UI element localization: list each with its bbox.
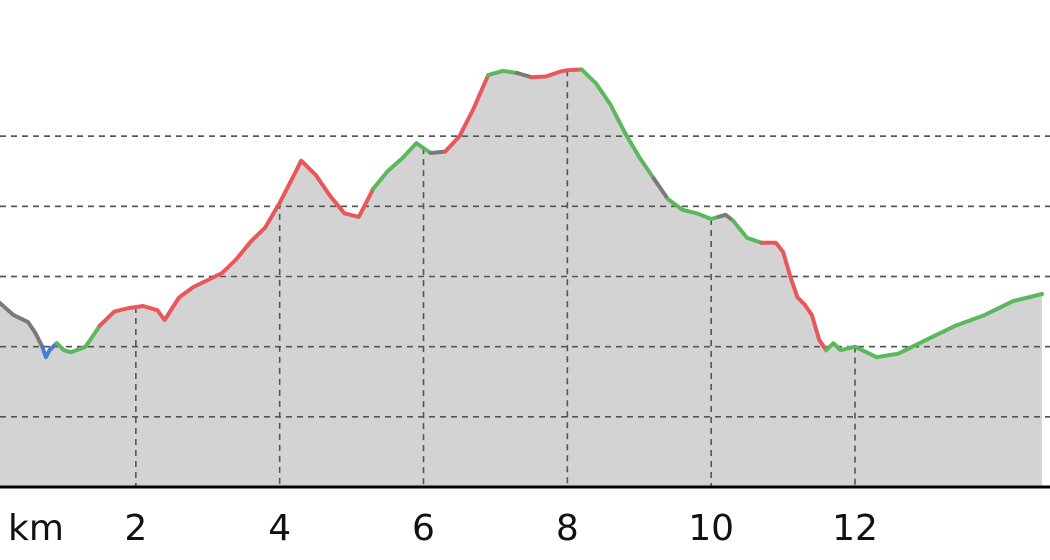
x-tick-label-8: 8 bbox=[556, 508, 579, 549]
profile-segment-flat-9 bbox=[515, 71, 534, 80]
profile-segment-steep-16 bbox=[759, 240, 829, 353]
x-tick-label-2: 2 bbox=[124, 508, 147, 549]
x-tick-label-12: 12 bbox=[832, 508, 878, 549]
profile-segment-moderate-5 bbox=[371, 141, 433, 191]
profile-segment-steep-7 bbox=[443, 73, 491, 154]
x-tick-label-4: 4 bbox=[268, 508, 291, 549]
profile-segment-flat-6 bbox=[428, 149, 448, 155]
profile-segment-descent-2 bbox=[40, 341, 59, 360]
profile-segment-flat-1 bbox=[0, 300, 45, 349]
profile-segment-moderate-17 bbox=[824, 292, 1044, 360]
elevation-line bbox=[0, 67, 1044, 360]
x-tick-label-6: 6 bbox=[412, 508, 435, 549]
x-tick-label-10: 10 bbox=[688, 508, 734, 549]
profile-segment-steep-4 bbox=[97, 158, 376, 328]
profile-segment-flat-12 bbox=[651, 176, 670, 202]
x-unit-label: km bbox=[8, 508, 64, 549]
profile-segment-moderate-8 bbox=[486, 68, 519, 78]
profile-segment-steep-10 bbox=[529, 67, 584, 80]
grid-overlay bbox=[0, 70, 1050, 487]
profile-segment-moderate-15 bbox=[730, 218, 764, 245]
elevation-area-fill bbox=[0, 69, 1042, 487]
profile-segment-flat-14 bbox=[716, 212, 735, 223]
profile-segment-moderate-3 bbox=[54, 323, 102, 355]
profile-segment-moderate-11 bbox=[579, 67, 656, 181]
x-tick-labels: 2 4 6 8 10 12 bbox=[124, 508, 878, 549]
profile-segment-moderate-13 bbox=[666, 197, 721, 221]
